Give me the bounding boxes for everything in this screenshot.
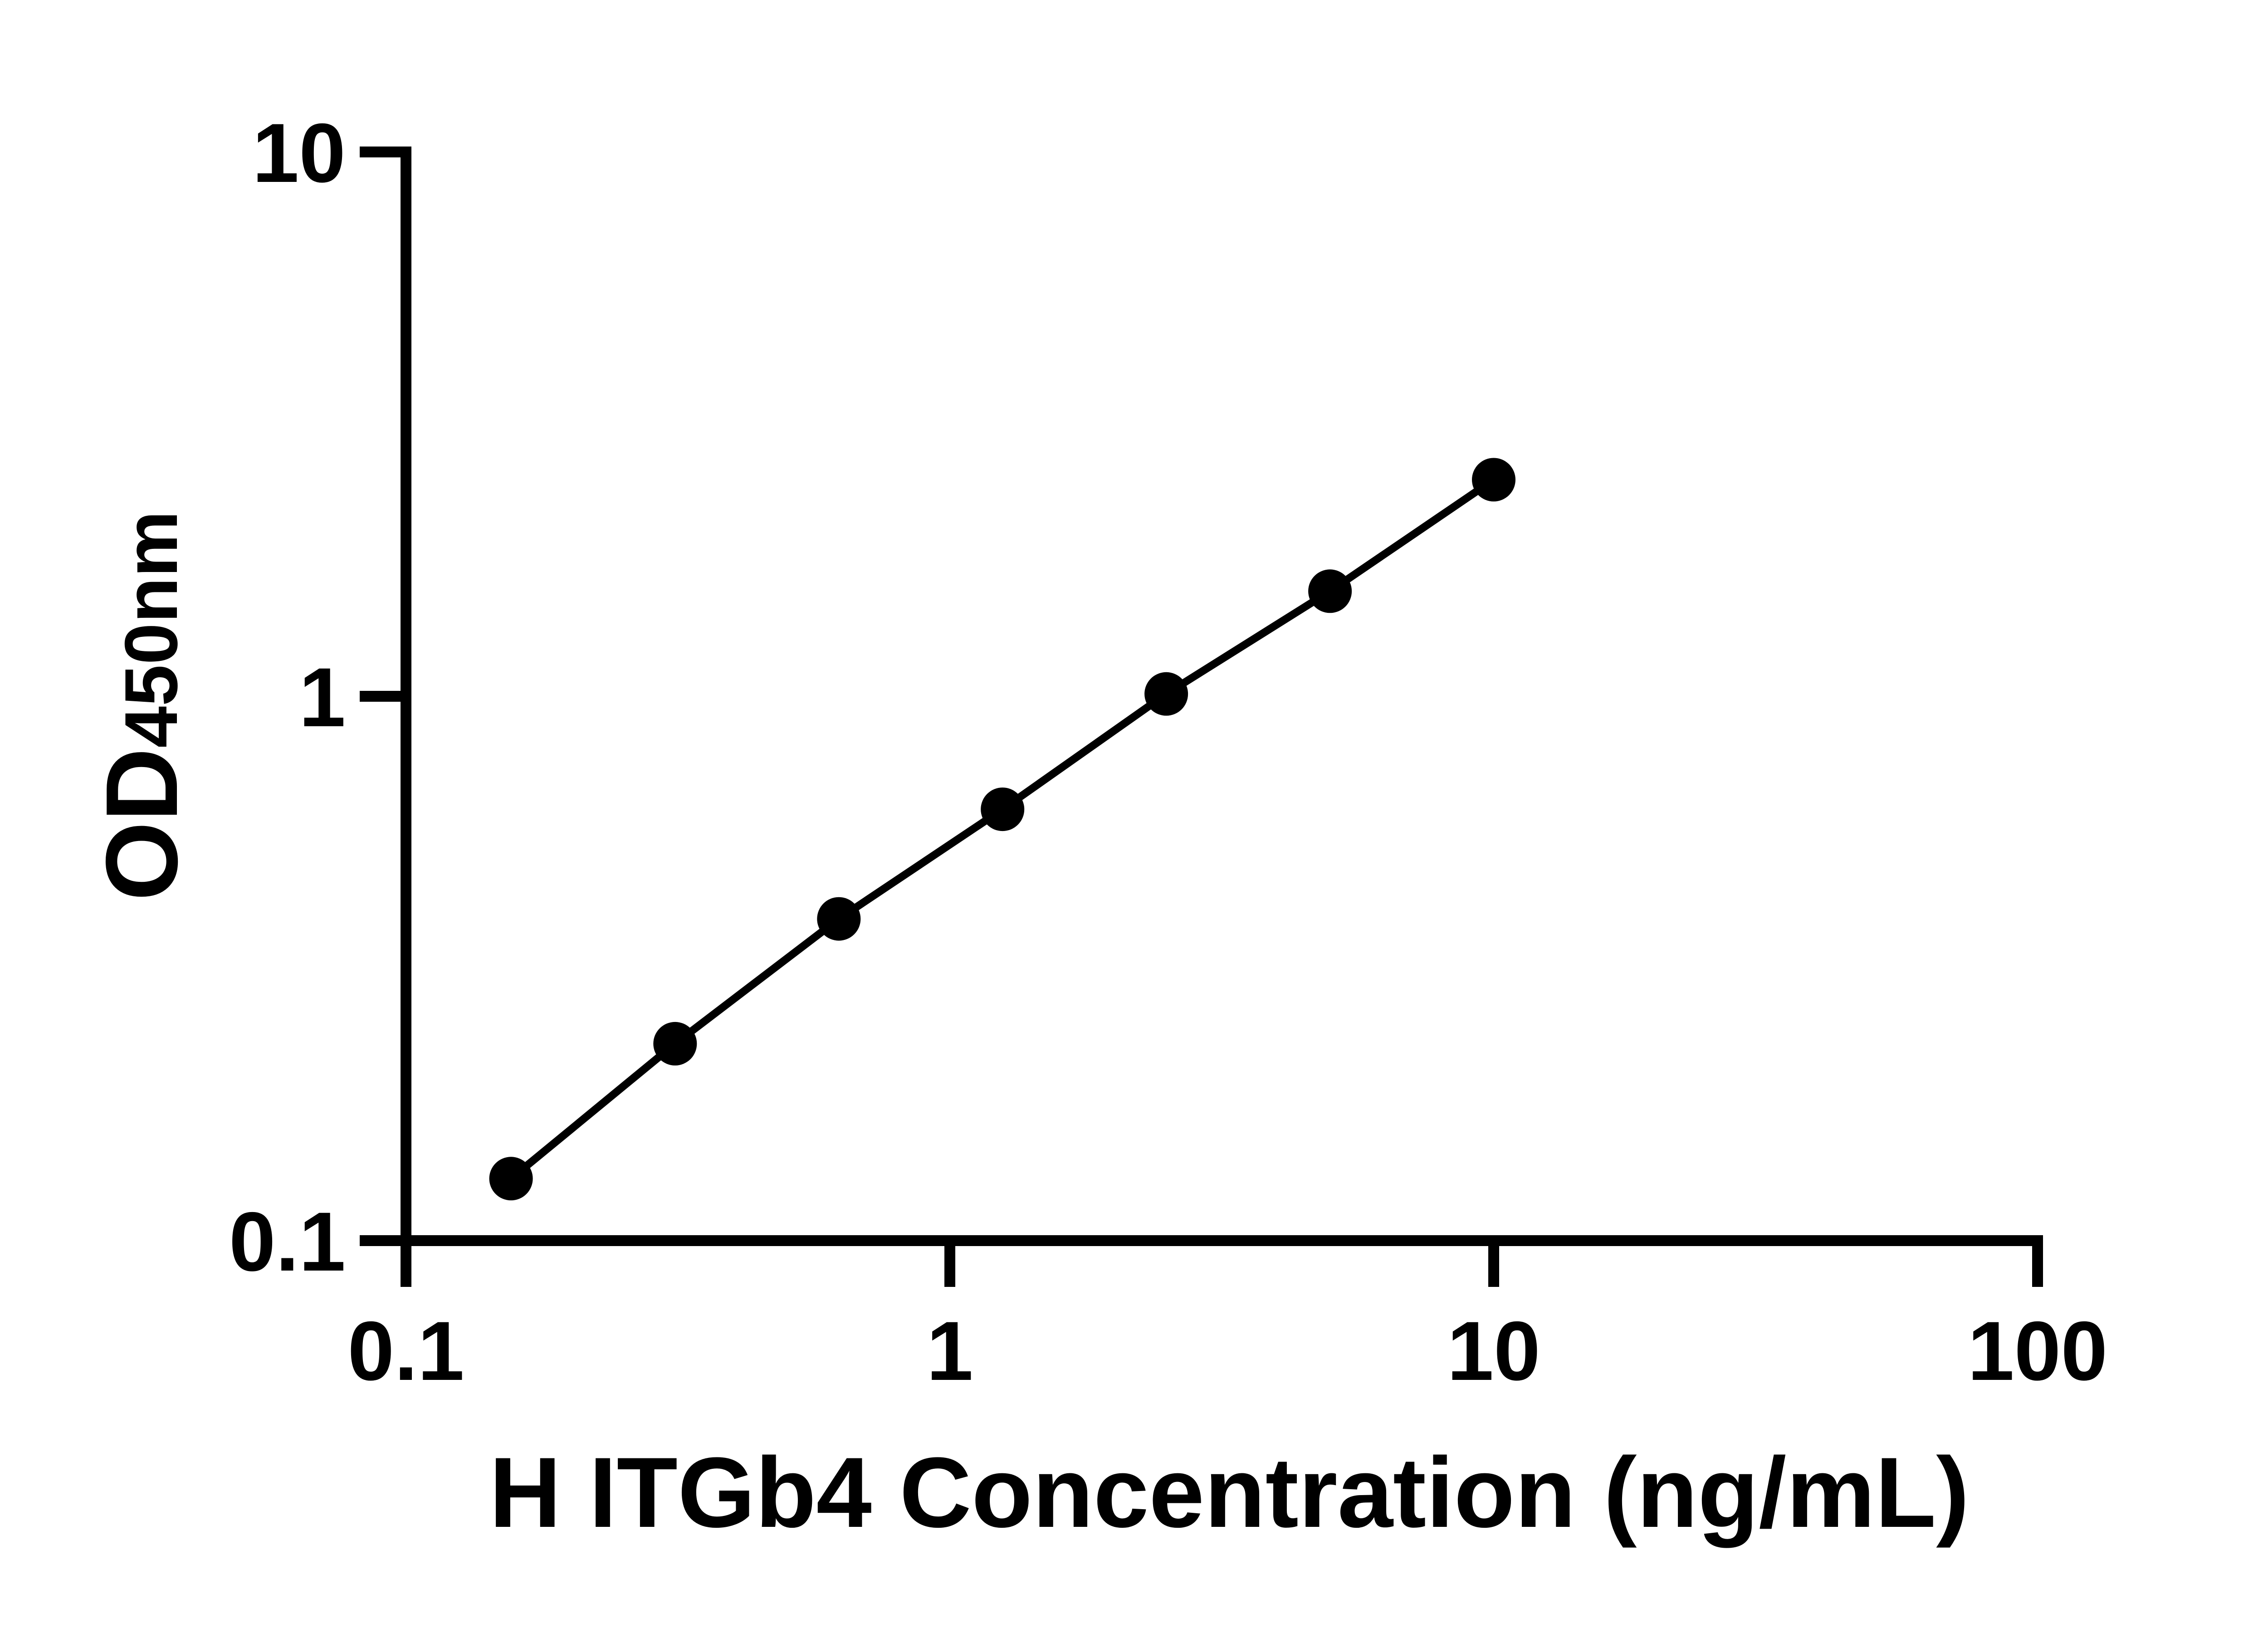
data-point [1472,458,1515,502]
y-tick [360,691,401,702]
y-axis-title: OD450nm [84,511,199,901]
x-tick [401,1246,411,1287]
data-point [981,787,1025,831]
x-tick-label: 10 [1447,1305,1540,1398]
x-tick-label: 100 [1968,1305,2108,1398]
x-axis-line [401,1235,2043,1246]
x-tick [944,1246,955,1287]
x-tick-label: 1 [927,1305,973,1398]
y-tick [360,1235,401,1246]
x-tick [2032,1246,2043,1287]
y-tick [360,147,401,157]
series-layer [489,458,1515,1201]
y-axis-line [401,147,411,1246]
y-tick-label: 10 [252,107,346,200]
axes-layer: 0.1 1 10 0.1 1 10 100 [229,107,2108,1398]
data-point [1308,569,1352,613]
y-tick-label: 0.1 [229,1195,346,1289]
y-axis-title-main: OD [84,748,199,901]
data-point [1144,672,1188,716]
y-axis-title-subscript: 450nm [109,511,193,748]
x-axis-title: H ITGb4 Concentration (ng/mL) [489,1437,1969,1548]
data-point [817,897,861,941]
x-tick [1488,1246,1499,1287]
x-tick-label: 0.1 [347,1305,464,1398]
y-tick-label: 1 [299,651,346,744]
data-point [653,1022,697,1066]
data-point [489,1157,533,1201]
